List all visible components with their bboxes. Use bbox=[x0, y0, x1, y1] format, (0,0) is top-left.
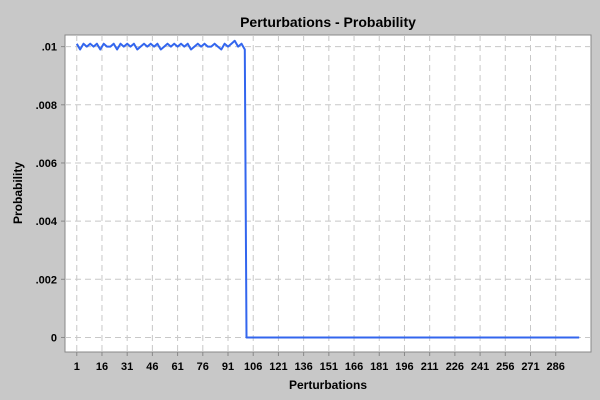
series-layer bbox=[75, 39, 580, 339]
x-tick-label: 136 bbox=[294, 361, 312, 373]
x-tick-label: 166 bbox=[345, 361, 363, 373]
x-tick-label: 91 bbox=[222, 361, 234, 373]
y-tick-label: .004 bbox=[36, 216, 58, 228]
plot-area bbox=[64, 34, 592, 353]
grid-lines bbox=[65, 35, 591, 352]
y-tick-label: 0 bbox=[51, 332, 57, 344]
x-axis-label: Perturbations bbox=[289, 378, 367, 392]
y-tick-label: .008 bbox=[36, 100, 57, 112]
x-axis: 1 16 31 46 61 76 91 106 121 136 151 166 181 196 211 226… bbox=[74, 352, 565, 373]
x-tick-label: 151 bbox=[320, 361, 338, 373]
x-tick-label: 211 bbox=[421, 361, 439, 373]
x-tick-label: 256 bbox=[496, 361, 514, 373]
x-tick-label: 46 bbox=[146, 361, 158, 373]
series-line bbox=[75, 39, 580, 339]
x-tick-label: 271 bbox=[521, 361, 539, 373]
x-tick-label: 181 bbox=[370, 361, 388, 373]
x-tick-label: 76 bbox=[197, 361, 209, 373]
x-tick-label: 106 bbox=[244, 361, 262, 373]
x-tick-label: 121 bbox=[269, 361, 287, 373]
x-tick-label: 31 bbox=[121, 361, 133, 373]
x-tick-label: 196 bbox=[395, 361, 413, 373]
y-tick-label: .01 bbox=[42, 42, 57, 54]
x-tick-label: 226 bbox=[446, 361, 464, 373]
x-tick-label: 286 bbox=[547, 361, 565, 373]
x-tick-label: 1 bbox=[74, 361, 80, 373]
x-tick-label: 241 bbox=[471, 361, 489, 373]
y-axis-label: Probability bbox=[11, 162, 25, 224]
y-tick-label: .002 bbox=[36, 274, 57, 286]
y-tick-label: .006 bbox=[36, 158, 57, 170]
y-axis: .01 .008 .006 .004 .002 0 bbox=[36, 42, 65, 344]
x-tick-label: 16 bbox=[96, 361, 108, 373]
x-tick-label: 61 bbox=[171, 361, 183, 373]
chart-title: Perturbations - Probability bbox=[240, 14, 416, 30]
